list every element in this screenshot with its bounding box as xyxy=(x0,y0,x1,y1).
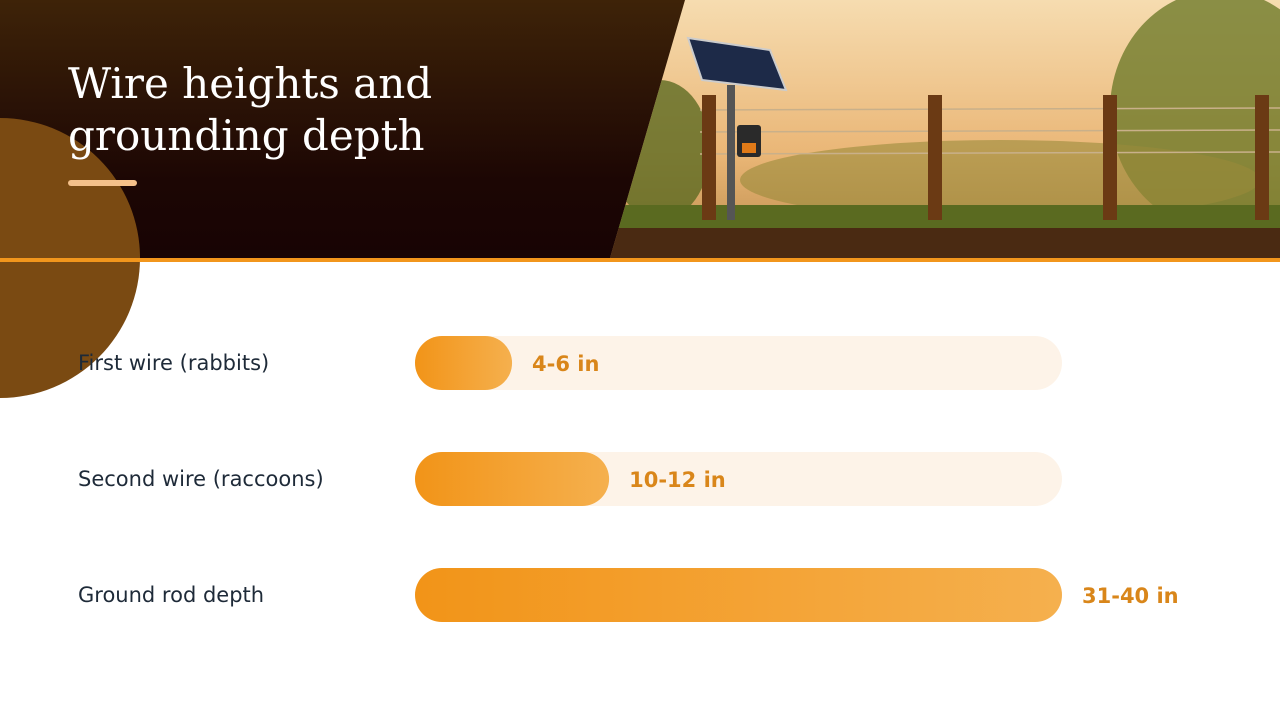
value-label: 10-12 in xyxy=(629,468,726,492)
value-label: 4-6 in xyxy=(532,352,599,376)
category-label: Second wire (raccoons) xyxy=(78,467,324,491)
chart-title: Wire heights and grounding depth xyxy=(68,59,433,160)
bar xyxy=(415,452,610,506)
header-image xyxy=(610,0,1280,258)
category-label: Ground rod depth xyxy=(78,583,264,607)
bar xyxy=(415,568,1062,622)
bar xyxy=(415,336,513,390)
value-label: 31-40 in xyxy=(1082,584,1179,608)
bar-track xyxy=(415,336,1062,390)
category-label: First wire (rabbits) xyxy=(78,351,269,375)
title-underline xyxy=(68,180,137,186)
header-rule xyxy=(0,258,1280,262)
